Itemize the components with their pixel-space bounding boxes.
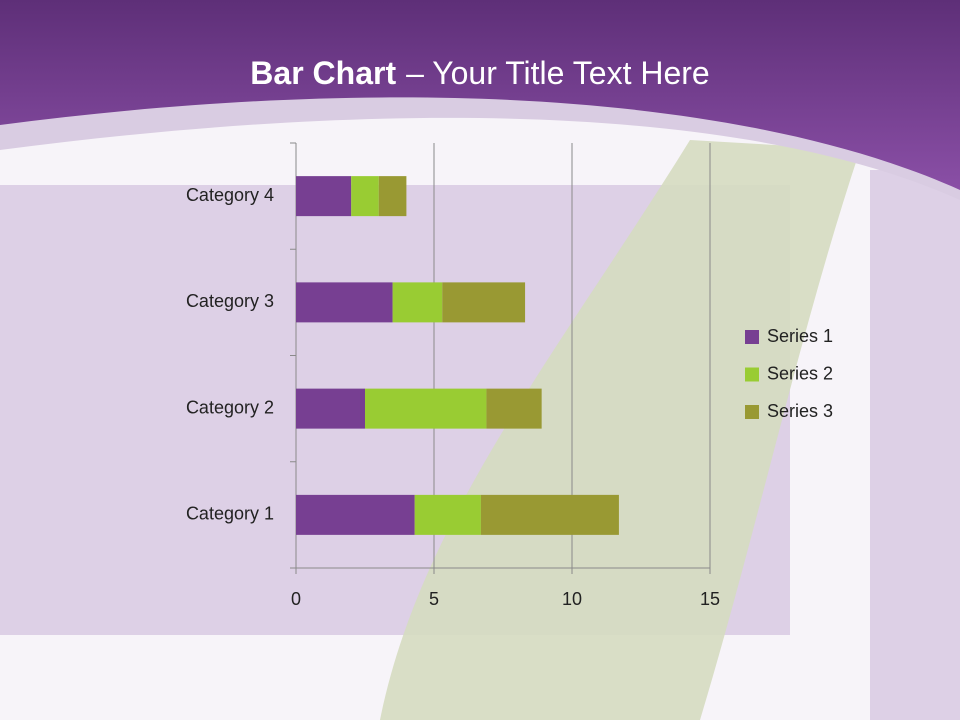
bar-segment	[414, 494, 481, 535]
y-tick-label: Category 1	[186, 504, 274, 524]
bar-segment	[296, 282, 393, 323]
photo-panel	[870, 170, 960, 720]
x-tick-label: 0	[291, 589, 301, 609]
slide-title: Bar Chart – Your Title Text Here	[250, 55, 709, 91]
chart: 0 5 10 15 Category 1 Category 2 Category 3 Cate…	[186, 142, 833, 609]
legend-swatch	[745, 367, 759, 382]
bar-segment	[296, 388, 365, 429]
bar-segment	[296, 176, 352, 217]
bar-segment	[392, 282, 443, 323]
y-tick-label: Category 4	[186, 185, 274, 205]
title-rest: – Your Title Text Here	[406, 55, 710, 91]
legend-label: Series 2	[767, 363, 833, 383]
y-tick-label: Category 2	[186, 397, 274, 417]
legend-label: Series 1	[767, 326, 833, 346]
bar-segment	[378, 176, 407, 217]
leaf	[380, 140, 860, 720]
header	[0, 0, 960, 190]
x-tick-label: 10	[562, 589, 582, 609]
bar-segment	[365, 388, 487, 429]
x-tick-label: 15	[700, 589, 720, 609]
bar-segment	[486, 388, 542, 429]
bar-segment	[442, 282, 526, 323]
bar-segment	[296, 494, 415, 535]
legend-swatch	[745, 330, 759, 344]
legend-swatch	[745, 405, 759, 419]
bar-segment	[351, 176, 379, 217]
y-tick-label: Category 3	[186, 291, 274, 311]
x-tick-label: 5	[429, 589, 439, 609]
bar-segment	[480, 494, 619, 535]
title-bold: Bar Chart	[250, 55, 396, 91]
legend-label: Series 3	[767, 401, 833, 421]
